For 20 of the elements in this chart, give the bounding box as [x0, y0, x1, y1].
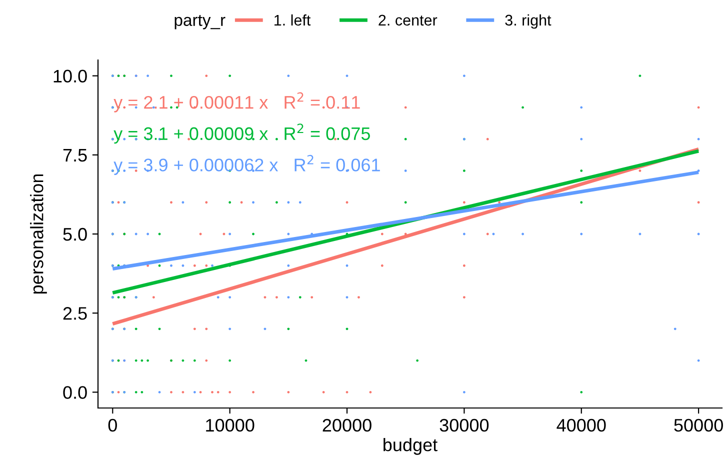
annotation: y = 2.1 + 0.00011 x R$^{2}$ = 0.11 [114, 92, 360, 112]
x-tick-label: 20000 [322, 418, 372, 432]
legend-title: party_r [174, 15, 226, 30]
annotation: y = 3.9 + 0.000062 x R$^{2}$ = 0.061 [114, 154, 380, 175]
legend-label: 3. right [505, 14, 552, 29]
legend-label: 1. left [274, 14, 311, 26]
y-tick-label: 2.5 [63, 307, 87, 320]
x-tick-label: 30000 [440, 418, 489, 432]
x-tick-label: 50000 [674, 418, 723, 432]
x-axis-title: budget [384, 438, 438, 455]
y-tick-label: 10.0 [54, 70, 87, 83]
x-tick-label: 40000 [556, 418, 606, 432]
x-tick-label: 0 [108, 418, 117, 432]
annotation: y = 3.1 + 0.00009 x R$^{2}$ = 0.075 [114, 124, 370, 144]
y-axis-title: personalization [30, 174, 47, 294]
y-tick-label: 0.0 [63, 386, 87, 399]
legend-label: 2. center [378, 14, 438, 26]
y-tick-label: 7.5 [63, 149, 87, 162]
y-tick-label: 5.0 [63, 228, 87, 241]
x-tick-label: 10000 [206, 418, 254, 432]
